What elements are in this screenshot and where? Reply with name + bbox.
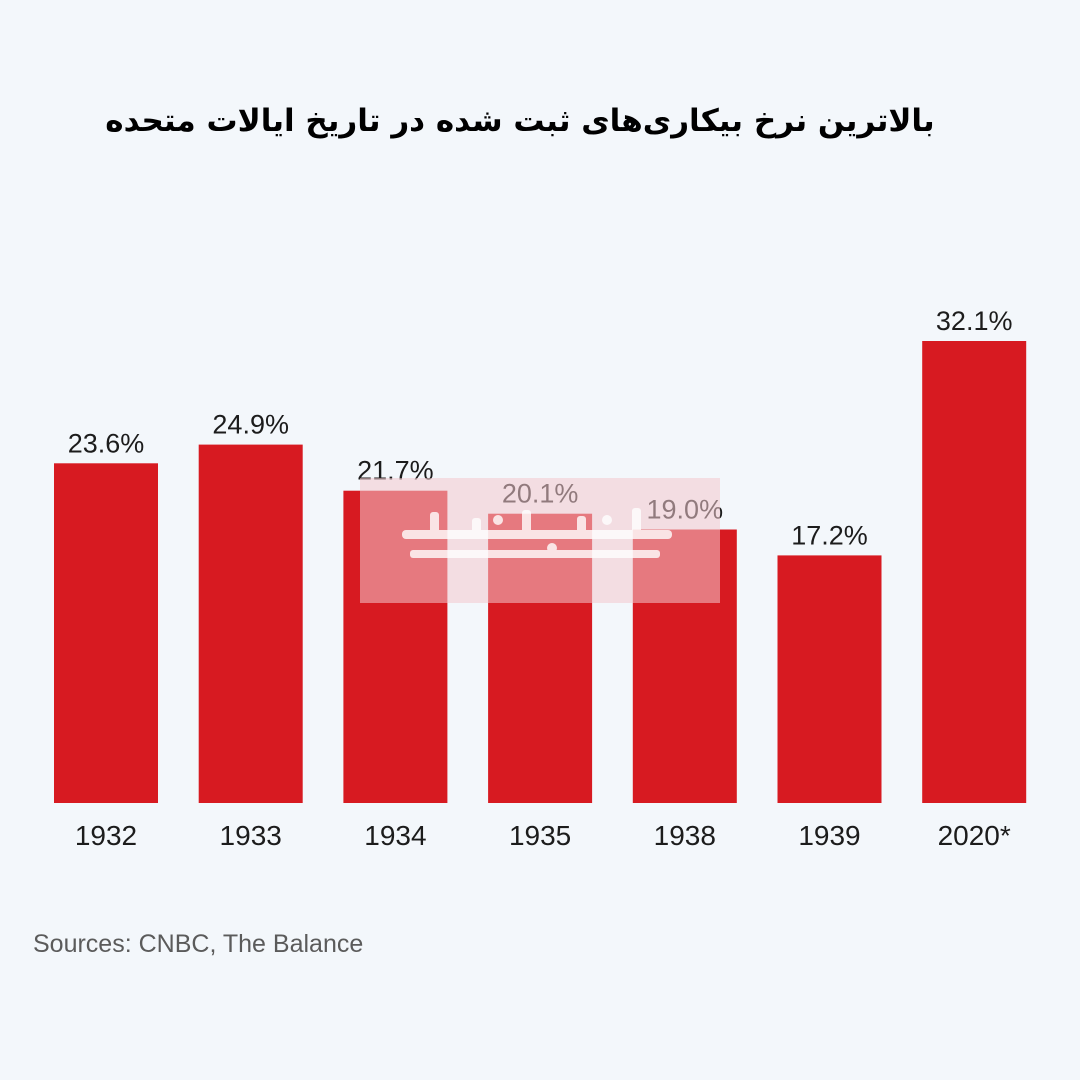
- x-tick-label: 1932: [75, 820, 137, 851]
- data-label: 21.7%: [357, 456, 434, 486]
- x-tick-label: 1934: [364, 820, 426, 851]
- x-tick-label: 1938: [654, 820, 716, 851]
- data-label: 19.0%: [647, 495, 724, 525]
- bar-1938: [632, 529, 737, 803]
- data-label: 32.1%: [936, 306, 1013, 336]
- bar-2020: [922, 341, 1027, 803]
- x-tick-label: 1939: [798, 820, 860, 851]
- data-label: 20.1%: [502, 479, 579, 509]
- source-note: Sources: CNBC, The Balance: [33, 930, 364, 958]
- bar-1932: [54, 463, 158, 803]
- bar-1935: [488, 513, 593, 803]
- x-tick-label: 2020*: [938, 820, 1011, 851]
- data-label: 24.9%: [212, 410, 289, 440]
- data-label: 17.2%: [791, 520, 868, 550]
- chart-title: بالاترین نرخ بیکاری‌های ثبت شده در تاریخ…: [105, 103, 935, 139]
- x-tick-label: 1933: [220, 820, 282, 851]
- bar-1939: [777, 555, 882, 803]
- bar-1934: [343, 490, 448, 803]
- bar-1933: [198, 444, 303, 803]
- x-tick-label: 1935: [509, 820, 571, 851]
- data-label: 23.6%: [68, 428, 145, 458]
